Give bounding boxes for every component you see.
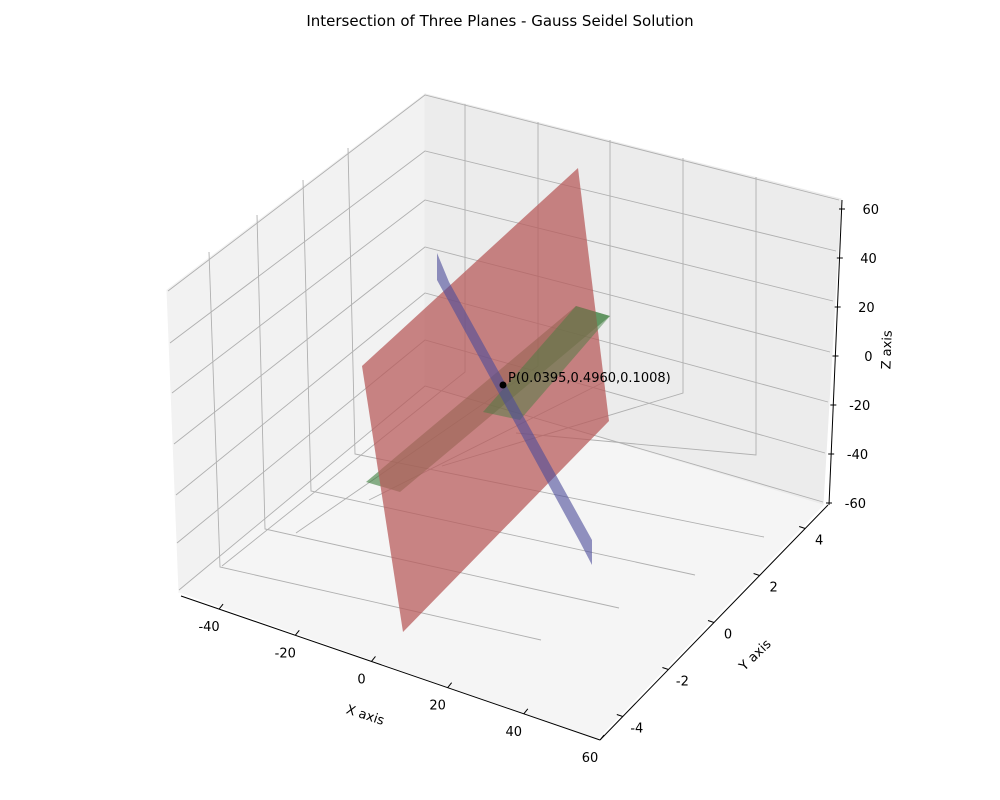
y-tick-label: 4 <box>815 534 823 549</box>
y-grid-line <box>256 214 620 609</box>
x-tick-label: 20 <box>429 699 446 714</box>
z-ticks: -60 -40 -20 0 20 40 60 <box>826 203 879 512</box>
z-tick-label: 0 <box>864 350 872 365</box>
x-axis-line <box>180 595 601 741</box>
x-ticks: -40 -20 0 20 40 60 <box>198 603 605 766</box>
y-tick-mark <box>616 714 623 717</box>
z-grid-line <box>175 292 829 496</box>
solution-point <box>499 381 507 389</box>
z-grid-line <box>167 94 840 292</box>
y-ticks: -4 -2 0 2 4 <box>616 526 823 737</box>
pane-floor <box>178 385 824 740</box>
y-tick-mark <box>753 573 760 576</box>
z-tick-label: 60 <box>862 203 879 218</box>
x-tick-mark <box>599 734 605 741</box>
x-tick-label: 40 <box>506 725 523 740</box>
chart-title: Intersection of Three Planes - Gauss Sei… <box>306 12 693 30</box>
plane-blue <box>437 253 592 565</box>
z-tick-label: 20 <box>858 301 875 316</box>
x-tick-label: -40 <box>198 620 219 635</box>
x-tick-label: 0 <box>357 672 365 687</box>
y-tick-label: -4 <box>630 722 643 737</box>
y-tick-mark <box>662 667 669 670</box>
plane-green-front <box>483 306 610 420</box>
z-tick-label: -40 <box>847 448 868 463</box>
z-tick-label: -20 <box>849 399 870 414</box>
z-grid-line <box>171 199 834 394</box>
x-tick-mark <box>523 708 529 715</box>
z-tick-label: -60 <box>845 497 866 512</box>
x-tick-mark <box>218 603 224 610</box>
plane-red <box>362 168 609 632</box>
y-tick-label: 2 <box>769 581 777 596</box>
y-axis-label: Y axis <box>736 637 775 675</box>
x-tick-mark <box>371 656 376 662</box>
y-tick-label: -2 <box>676 675 689 690</box>
x-tick-mark <box>447 682 453 688</box>
y-grid-line <box>347 147 765 538</box>
y-grid-line <box>302 179 696 576</box>
x-grid-line <box>515 177 757 456</box>
z-tick-label: 40 <box>860 252 877 267</box>
y-tick-mark <box>707 620 715 623</box>
y-grid-line <box>208 251 542 641</box>
x-axis-label: X axis <box>344 702 386 728</box>
y-tick-label: 0 <box>724 628 732 643</box>
x-tick-mark <box>294 629 300 636</box>
x-tick-label: -20 <box>275 646 296 661</box>
z-grid-line <box>173 246 831 445</box>
x-tick-label: 60 <box>582 751 599 766</box>
z-grid-line <box>169 150 837 344</box>
y-tick-mark <box>799 526 806 529</box>
z-axis-label: Z axis <box>879 330 895 370</box>
solution-point-label: P(0.0395,0.4960,0.1008) <box>508 371 671 386</box>
